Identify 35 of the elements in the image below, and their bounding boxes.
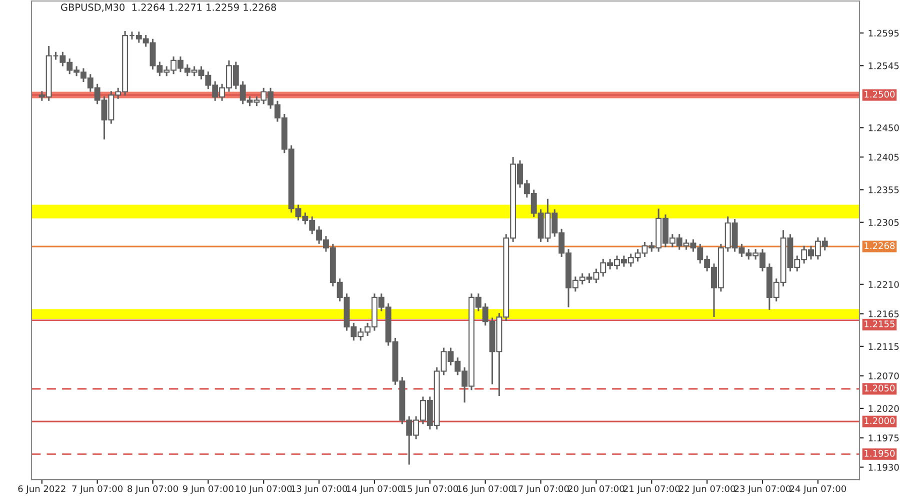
x-tick-label: 8 Jun 07:00 [128,485,178,494]
ref-line-label: 1.2155 [864,320,894,328]
x-tick-label: 6 Jun 2022 [18,485,66,494]
x-tick-label: 17 Jun 07:00 [513,485,569,494]
x-tick-label: 22 Jun 07:00 [679,485,736,494]
x-tick-label: 13 Jun 07:00 [291,485,348,494]
ref-line-label: 1.2268 [864,242,895,250]
chart-title: GBPUSD,M30 1.2264 1.2271 1.2259 1.2268 [61,4,276,12]
ref-line-label: 1.1950 [864,450,895,457]
y-tick-label: 1.2405 [868,154,899,161]
x-tick-label: 20 Jun 07:00 [568,485,624,494]
ref-line-label: 1.2050 [864,384,895,392]
x-tick-label: 24 Jun 07:00 [790,485,846,494]
x-tick-label: 14 Jun 07:00 [346,485,403,494]
x-tick-label: 9 Jun 07:00 [182,485,234,494]
y-tick-label: 1.2020 [868,405,899,412]
y-tick-label: 1.2305 [868,219,899,226]
ref-line-label: 1.2500 [864,90,895,98]
x-tick-label: 15 Jun 07:00 [402,485,458,494]
x-tick-label: 23 Jun 07:00 [734,485,791,494]
y-tick-label: 1.2355 [868,186,899,194]
x-tick-label: 16 Jun 07:00 [458,485,514,494]
y-tick-label: 1.2210 [868,281,899,288]
y-tick-label: 1.1975 [868,434,899,442]
y-tick-label: 1.1930 [868,464,899,471]
ref-line-label: 1.2000 [864,417,895,424]
x-tick-label: 10 Jun 07:00 [236,485,292,494]
y-tick-label: 1.2450 [868,124,899,132]
y-tick-label: 1.2165 [868,310,899,318]
y-tick-label: 1.2115 [868,343,899,350]
y-tick-label: 1.2070 [868,372,899,380]
x-tick-label: 7 Jun 07:00 [72,485,123,494]
y-tick-label: 1.2545 [868,62,899,70]
y-tick-label: 1.2595 [868,30,899,37]
x-tick-label: 21 Jun 07:00 [624,485,680,494]
